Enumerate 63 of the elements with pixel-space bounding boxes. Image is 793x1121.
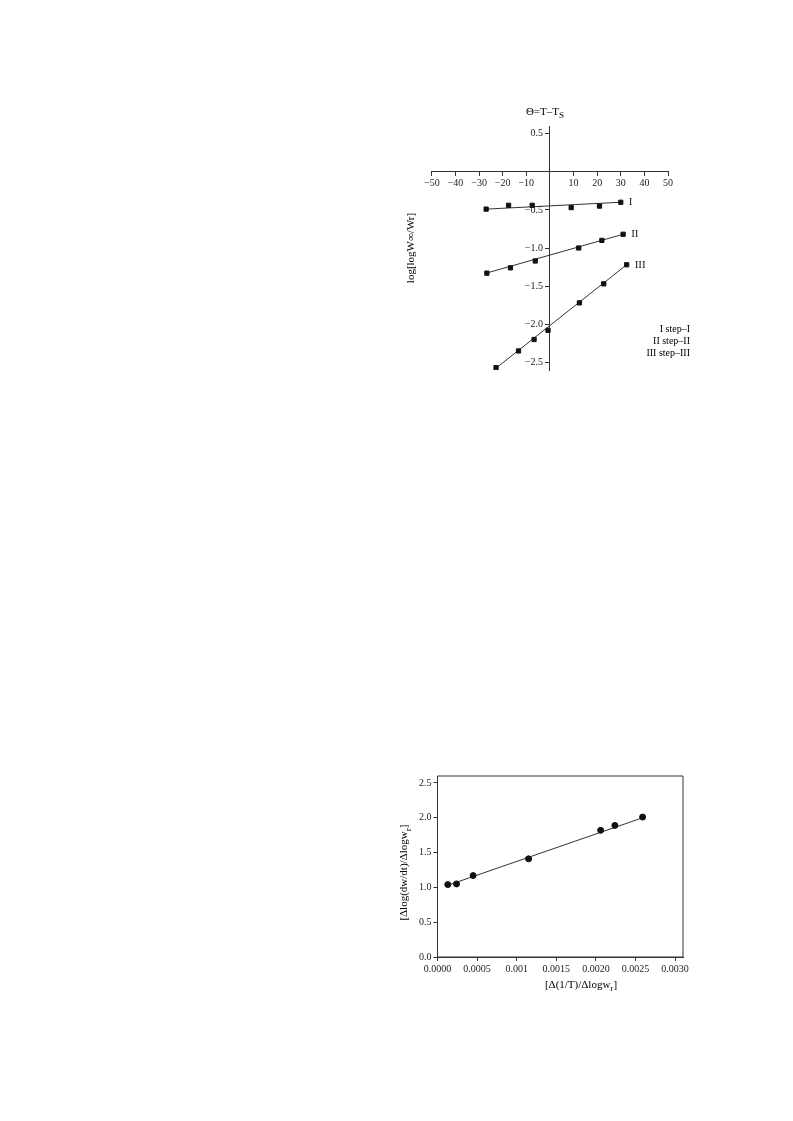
point [576,245,582,251]
annotation: III step–III [646,347,690,358]
y-tick-label: 0.0 [419,950,432,962]
point [611,821,619,829]
y-tick-label: −0.5 [524,203,543,215]
x-tick-label: 0.0005 [463,962,491,974]
x-tick-label: 20 [592,177,603,189]
x-tick-label: 10 [568,177,579,189]
point [620,231,626,237]
y-tick-label: 1.0 [419,881,432,893]
point [453,880,461,888]
point [493,365,499,370]
x-tick-label: 0.001 [505,962,528,974]
y-tick-label: 0.5 [530,127,543,139]
annotation: II step–II [653,335,690,346]
y-tick-label: −2.0 [524,317,543,329]
y-tick-label: −1.5 [524,279,543,291]
x-tick-label: 0.0030 [661,962,689,974]
x-tick-label: −40 [447,177,464,189]
y-tick-label: 2.0 [419,811,432,823]
point [624,262,630,268]
point [507,265,514,271]
x-tick-label: 50 [663,177,673,189]
x-tick-label: −20 [494,177,511,189]
point [601,281,607,287]
x-tick-label: −10 [518,177,535,189]
series-label: II [631,227,639,240]
x-tick-label: −30 [471,177,487,189]
y-tick-label: 2.5 [419,776,432,788]
point [505,202,512,208]
point [515,348,522,354]
x-tick-label: 0.0025 [621,962,650,974]
point [483,206,489,212]
point [484,270,490,276]
series-label: III [634,257,646,270]
y-tick-label: −1.0 [524,241,543,253]
point [599,237,605,243]
x-tick-label: −50 [424,177,440,189]
point [531,336,537,343]
point [596,203,603,209]
x-tick-label: 0.0020 [582,962,610,974]
series-label: I [628,195,633,208]
y-tick-label: −2.5 [524,356,543,367]
x-tick-label: 0.0015 [542,962,571,974]
y-tick-label: 0.5 [419,915,432,927]
point [597,826,605,834]
point [639,813,647,821]
point [568,204,574,211]
point [545,327,551,333]
point [576,300,583,306]
point [618,199,624,205]
x-tick-label: 30 [615,177,626,189]
x-tick-label: 0.0000 [423,962,452,974]
y-axis-title: log[logW∞/Wr] [404,212,417,284]
y-tick-label: 1.5 [419,846,432,858]
x-tick-label: 40 [639,177,650,189]
point [525,855,533,863]
point [469,872,477,880]
point [532,258,538,264]
point [444,881,452,889]
x-axis-title: [Δ(1/T)/Δlogw$_{r}$] [543,978,619,994]
annotation: I step–I [659,323,690,334]
chart-title: Θ=T–T$_{S}$ [524,105,566,121]
